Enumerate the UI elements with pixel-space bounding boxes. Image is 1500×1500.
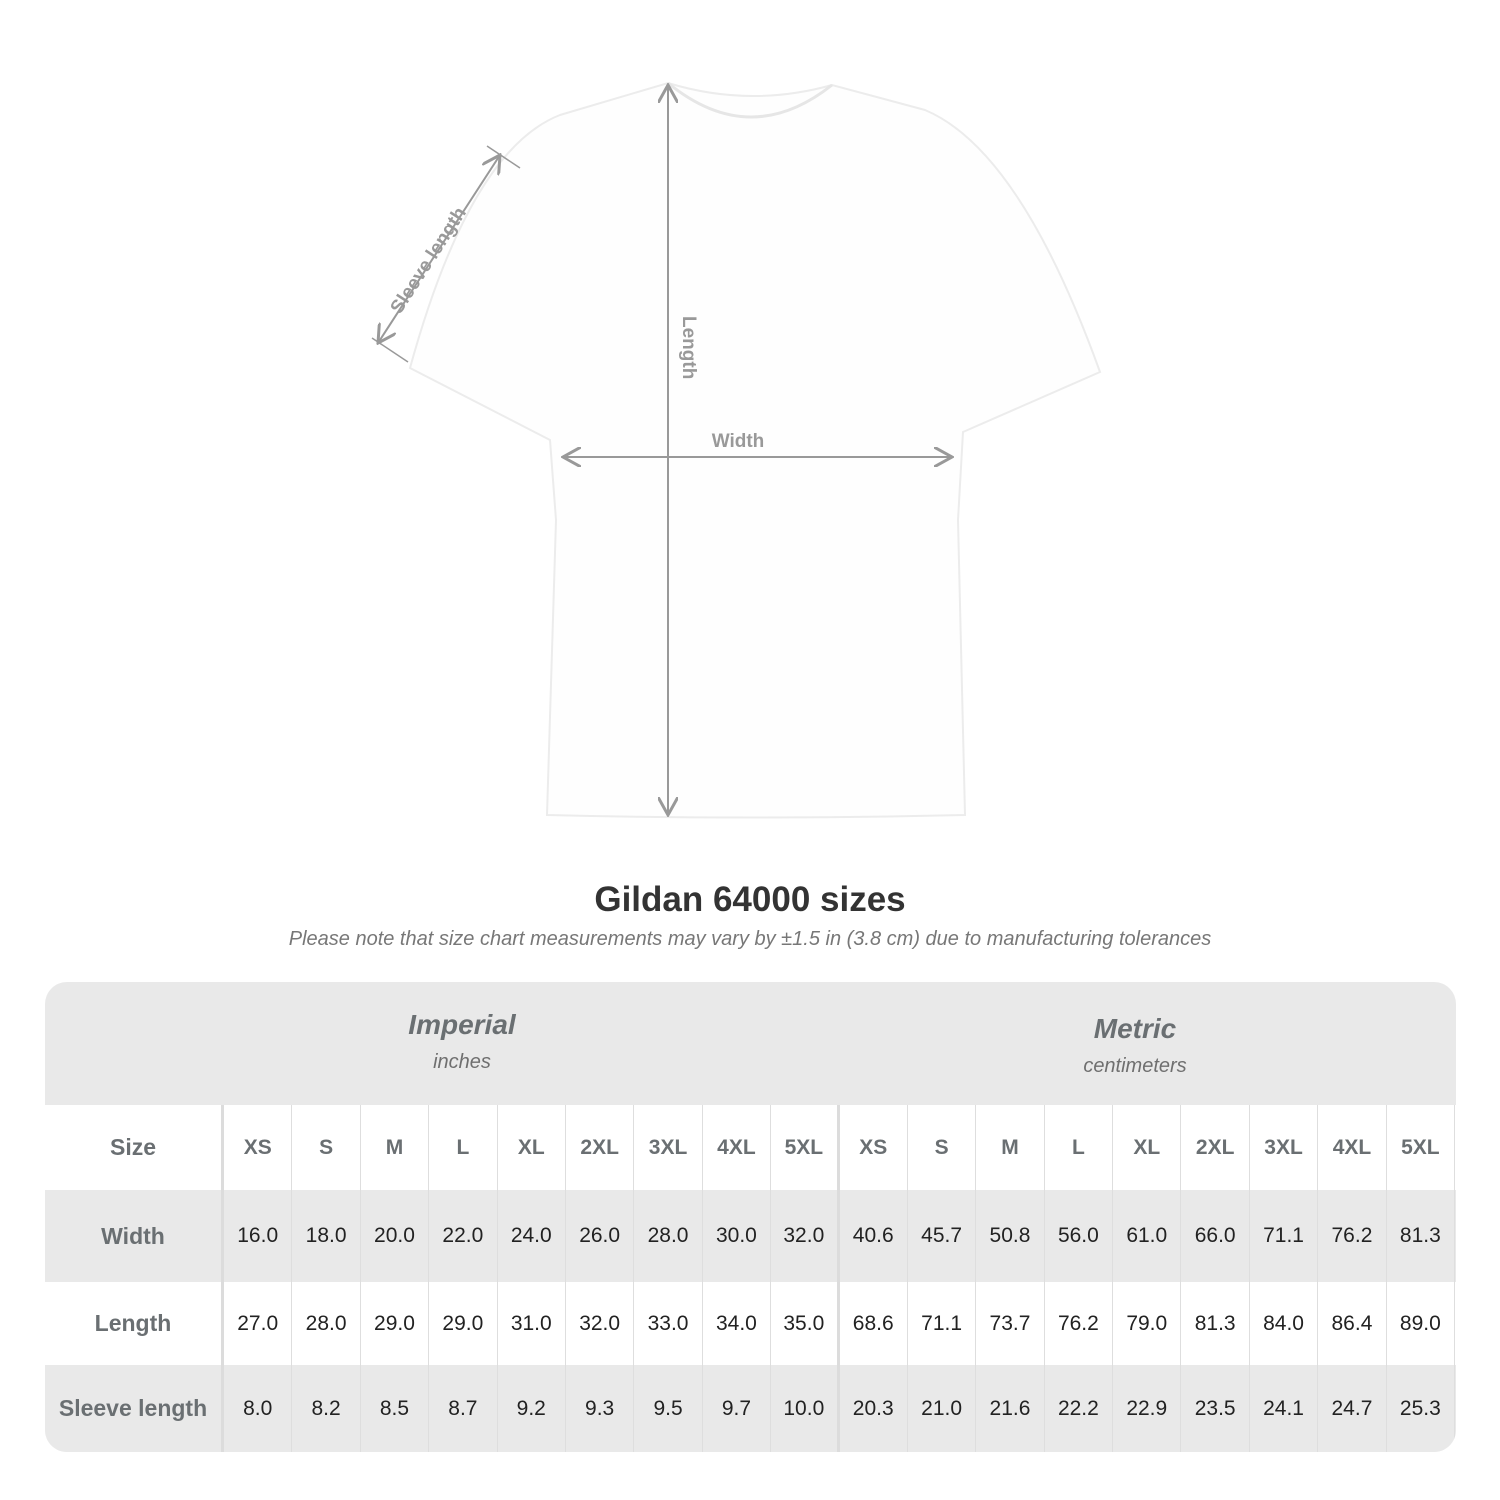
metric-value-cell: 81.3 (1387, 1190, 1456, 1282)
size-header-cell: L (1045, 1105, 1114, 1190)
imperial-value-cell: 8.5 (361, 1365, 430, 1452)
imperial-value-cell: 9.2 (498, 1365, 566, 1452)
imperial-value-cell: 29.0 (429, 1282, 498, 1365)
metric-value-cell: 89.0 (1387, 1282, 1456, 1365)
imperial-value-cell: 18.0 (292, 1190, 361, 1282)
metric-header: Metric centimeters (935, 1013, 1335, 1078)
metric-value-cell: 56.0 (1045, 1190, 1114, 1282)
imperial-value-cell: 32.0 (566, 1282, 635, 1365)
size-header-cell: L (429, 1105, 498, 1190)
imperial-value-cell: 34.0 (703, 1282, 772, 1365)
size-header-cell: 3XL (634, 1105, 703, 1190)
row-label: Size (45, 1105, 224, 1190)
row-label: Sleeve length (45, 1365, 224, 1452)
metric-value-cell: 76.2 (1318, 1190, 1387, 1282)
imperial-value-cell: 29.0 (361, 1282, 430, 1365)
metric-value-cell: 71.1 (908, 1282, 977, 1365)
size-header-cell: 4XL (703, 1105, 772, 1190)
imperial-value-cell: 9.7 (703, 1365, 772, 1452)
tolerance-note: Please note that size chart measurements… (288, 928, 1212, 950)
metric-value-cell: 21.0 (908, 1365, 977, 1452)
imperial-value-cell: 8.0 (224, 1365, 293, 1452)
size-header-cell: XL (1113, 1105, 1182, 1190)
size-header-cell: 4XL (1318, 1105, 1387, 1190)
metric-unit: centimeters (1083, 1055, 1187, 1077)
metric-value-cell: 66.0 (1181, 1190, 1250, 1282)
imperial-value-cell: 35.0 (771, 1282, 840, 1365)
imperial-value-cell: 32.0 (771, 1190, 840, 1282)
size-header-cell: 5XL (1387, 1105, 1456, 1190)
size-header-cell: S (292, 1105, 361, 1190)
table-row: Sleeve length 8.0 8.2 8.5 8.7 9.2 9.3 9.5 9.7 10.… (45, 1365, 1456, 1452)
metric-value-cell: 24.7 (1318, 1365, 1387, 1452)
imperial-value-cell: 33.0 (634, 1282, 703, 1365)
row-label: Width (45, 1190, 224, 1282)
imperial-value-cell: 8.7 (429, 1365, 498, 1452)
metric-value-cell: 21.6 (976, 1365, 1045, 1452)
imperial-value-cell: 10.0 (771, 1365, 840, 1452)
imperial-value-cell: 24.0 (498, 1190, 566, 1282)
page-title: Gildan 64000 sizes (594, 880, 906, 919)
imperial-value-cell: 30.0 (703, 1190, 772, 1282)
imperial-value-cell: 28.0 (634, 1190, 703, 1282)
width-label: Width (712, 431, 765, 452)
metric-value-cell: 20.3 (840, 1365, 908, 1452)
size-header-cell: XS (224, 1105, 293, 1190)
size-header-cell: XL (498, 1105, 566, 1190)
metric-value-cell: 81.3 (1181, 1282, 1250, 1365)
imperial-value-cell: 8.2 (292, 1365, 361, 1452)
size-header-cell: 2XL (566, 1105, 635, 1190)
size-header-cell: M (976, 1105, 1045, 1190)
size-table: Imperial inches Metric centimeters Size X… (45, 982, 1456, 1452)
metric-value-cell: 24.1 (1250, 1365, 1319, 1452)
size-header-cell: XS (840, 1105, 908, 1190)
table-row: Width 16.0 18.0 20.0 22.0 24.0 26.0 28.0 30.0 32.… (45, 1190, 1456, 1282)
tshirt-diagram: Sleeve length Length Width (371, 81, 1102, 819)
metric-value-cell: 40.6 (840, 1190, 908, 1282)
table-row: Length 27.0 28.0 29.0 29.0 31.0 32.0 33.0 34.0 35… (45, 1282, 1456, 1365)
imperial-title: Imperial (408, 1009, 516, 1040)
length-label: Length (678, 316, 699, 379)
size-header-cell: 5XL (771, 1105, 840, 1190)
imperial-value-cell: 20.0 (361, 1190, 430, 1282)
metric-value-cell: 23.5 (1181, 1365, 1250, 1452)
metric-value-cell: 22.9 (1113, 1365, 1182, 1452)
imperial-value-cell: 9.5 (634, 1365, 703, 1452)
metric-title: Metric (1093, 1013, 1177, 1044)
imperial-value-cell: 27.0 (224, 1282, 293, 1365)
size-header-row: Size XS S M L XL 2XL 3XL 4XL 5XL XS S M L XL 2XL 3XL 4XL 5… (45, 1105, 1456, 1190)
imperial-value-cell: 16.0 (224, 1190, 293, 1282)
imperial-value-cell: 28.0 (292, 1282, 361, 1365)
imperial-value-cell: 26.0 (566, 1190, 635, 1282)
metric-value-cell: 73.7 (976, 1282, 1045, 1365)
row-label: Length (45, 1282, 224, 1365)
unit-header: Imperial inches Metric centimeters (45, 982, 1456, 1105)
metric-value-cell: 22.2 (1045, 1365, 1114, 1452)
imperial-value-cell: 31.0 (498, 1282, 566, 1365)
imperial-value-cell: 22.0 (429, 1190, 498, 1282)
metric-value-cell: 50.8 (976, 1190, 1045, 1282)
metric-value-cell: 68.6 (840, 1282, 908, 1365)
metric-value-cell: 86.4 (1318, 1282, 1387, 1365)
metric-value-cell: 71.1 (1250, 1190, 1319, 1282)
size-header-cell: 3XL (1250, 1105, 1319, 1190)
metric-value-cell: 76.2 (1045, 1282, 1114, 1365)
metric-value-cell: 25.3 (1387, 1365, 1456, 1452)
imperial-unit: inches (433, 1051, 491, 1073)
metric-value-cell: 45.7 (908, 1190, 977, 1282)
imperial-header: Imperial inches (262, 1009, 662, 1074)
metric-value-cell: 79.0 (1113, 1282, 1182, 1365)
metric-value-cell: 61.0 (1113, 1190, 1182, 1282)
size-header-cell: 2XL (1181, 1105, 1250, 1190)
size-header-cell: M (361, 1105, 430, 1190)
sleeve-length-arrow (378, 155, 500, 343)
imperial-value-cell: 9.3 (566, 1365, 635, 1452)
size-header-cell: S (908, 1105, 977, 1190)
metric-value-cell: 84.0 (1250, 1282, 1319, 1365)
